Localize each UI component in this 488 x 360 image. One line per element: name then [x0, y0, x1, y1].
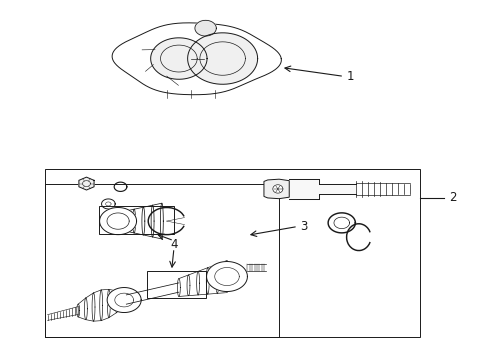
Bar — [45, 169, 419, 337]
Polygon shape — [123, 211, 126, 231]
Polygon shape — [206, 261, 247, 292]
Polygon shape — [77, 304, 80, 317]
Text: 4: 4 — [170, 238, 177, 251]
Polygon shape — [151, 205, 154, 237]
Text: 2: 2 — [448, 192, 455, 204]
Polygon shape — [115, 291, 118, 312]
Text: 3: 3 — [300, 220, 307, 233]
Polygon shape — [195, 20, 216, 36]
Polygon shape — [186, 275, 189, 296]
Polygon shape — [100, 207, 136, 235]
Polygon shape — [177, 279, 180, 296]
Polygon shape — [187, 33, 257, 84]
Polygon shape — [272, 185, 283, 193]
Bar — [99, 206, 174, 234]
Polygon shape — [84, 298, 87, 320]
Bar — [45, 184, 278, 337]
Polygon shape — [160, 203, 163, 239]
Polygon shape — [196, 271, 199, 295]
Polygon shape — [114, 213, 117, 229]
Polygon shape — [112, 23, 281, 95]
Text: 1: 1 — [346, 70, 353, 83]
Polygon shape — [206, 268, 209, 294]
Polygon shape — [264, 179, 288, 199]
Polygon shape — [79, 177, 94, 190]
Polygon shape — [122, 294, 125, 306]
Polygon shape — [102, 199, 115, 209]
Polygon shape — [132, 209, 135, 233]
Polygon shape — [216, 264, 218, 293]
Bar — [147, 271, 205, 298]
Polygon shape — [107, 289, 110, 318]
Polygon shape — [100, 290, 102, 321]
Polygon shape — [107, 288, 141, 312]
Polygon shape — [225, 261, 228, 293]
Polygon shape — [92, 293, 95, 321]
Polygon shape — [142, 207, 144, 235]
Polygon shape — [150, 38, 206, 79]
